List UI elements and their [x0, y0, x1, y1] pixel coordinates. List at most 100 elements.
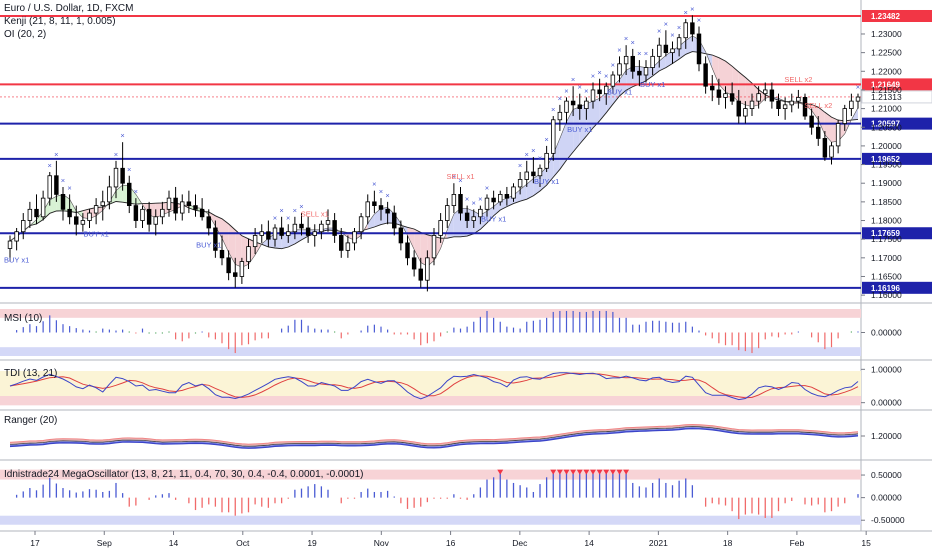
- price-tick-label: 1.21500: [871, 85, 902, 95]
- indicator-cloud-segment: [665, 50, 673, 68]
- indicator-cloud-segment: [493, 200, 501, 216]
- candle-body: [352, 231, 357, 244]
- mega-sell-arrow: [616, 469, 623, 475]
- time-tick-label: 19: [307, 538, 317, 548]
- candle-body: [458, 194, 463, 214]
- candle-body: [54, 175, 59, 195]
- candle-body: [107, 186, 112, 203]
- pane-tick-label: 0.00000: [871, 328, 902, 338]
- mega-sell-arrow: [576, 469, 583, 475]
- overbought-mark: ×: [538, 154, 542, 163]
- candle-body: [564, 100, 569, 113]
- price-tick-label: 1.20000: [871, 141, 902, 151]
- tdi-mid-band: [0, 371, 861, 396]
- candle-body: [729, 93, 735, 102]
- overbought-mark: ×: [279, 206, 283, 215]
- overbought-mark: ×: [591, 71, 595, 80]
- indicator-cloud-segment: [414, 228, 421, 263]
- candle-body: [193, 205, 198, 210]
- overbought-mark: ×: [114, 150, 118, 159]
- grid: [0, 0, 932, 532]
- candle-body: [849, 100, 854, 109]
- indicator-cloud-segment: [553, 138, 560, 178]
- candle-body: [670, 48, 675, 54]
- candle-body: [405, 242, 410, 259]
- time-tick-label: Oct: [236, 538, 250, 548]
- overbought-mark: ×: [293, 206, 297, 215]
- overbought-mark: ×: [134, 187, 138, 196]
- candle-body: [100, 201, 105, 206]
- overbought-mark: ×: [465, 195, 469, 204]
- candle-body: [418, 268, 423, 281]
- overbought-mark: ×: [564, 86, 568, 95]
- candle-body: [199, 208, 205, 218]
- overbought-mark: ×: [611, 60, 615, 69]
- candle-body: [279, 227, 284, 236]
- candle-body: [173, 197, 178, 214]
- indicator-cloud-segment: [467, 208, 474, 237]
- overbought-mark: ×: [531, 146, 535, 155]
- overbought-mark: ×: [67, 183, 71, 192]
- level-tag-label: 1.19652: [871, 155, 900, 164]
- candle-body: [358, 216, 364, 233]
- candle-body: [736, 100, 741, 117]
- price-tick-label: 1.23000: [871, 29, 902, 39]
- time-tick-label: 15: [861, 538, 871, 548]
- candle-body: [710, 85, 715, 91]
- mega-sell-arrow: [583, 469, 590, 475]
- price-tick-label: 1.17500: [871, 234, 902, 244]
- candle-body: [471, 216, 476, 221]
- candle-body: [763, 89, 768, 95]
- candle-body: [305, 227, 311, 236]
- candle-body: [7, 240, 13, 249]
- candle-body: [451, 194, 457, 206]
- overbought-mark: ×: [631, 38, 635, 47]
- indicator-cloud-segment: [513, 189, 521, 204]
- candle-body: [842, 108, 847, 124]
- overbought-mark: ×: [551, 105, 555, 114]
- level-tag: [862, 78, 932, 91]
- candle-body: [21, 220, 26, 233]
- indicator-cloud-segment: [208, 212, 216, 227]
- overbought-mark: ×: [684, 8, 688, 17]
- candle-body: [226, 257, 231, 274]
- candle-body: [14, 231, 19, 242]
- time-tick-label: Feb: [790, 538, 805, 548]
- candle-body: [716, 89, 722, 98]
- buy-signal-label: BUY x1: [481, 214, 506, 223]
- overbought-mark: ×: [120, 131, 124, 140]
- candle-body: [378, 205, 384, 210]
- candle-body: [252, 235, 258, 248]
- candle-body: [339, 235, 344, 251]
- candle-body: [299, 223, 304, 229]
- overbought-mark: ×: [372, 180, 376, 189]
- mega-sell-arrow: [609, 469, 616, 475]
- candle-body: [292, 223, 298, 233]
- candle-body: [557, 111, 563, 121]
- mega-sell-arrow: [603, 469, 610, 475]
- level-tag-label: 1.16196: [871, 284, 900, 293]
- indicator-cloud-segment: [49, 196, 57, 214]
- candle-body: [604, 85, 609, 95]
- candle-body: [186, 201, 192, 206]
- overbought-mark: ×: [518, 161, 522, 170]
- candle-body: [491, 197, 496, 203]
- candle-body: [272, 227, 278, 240]
- level-tag: [862, 9, 932, 22]
- overbought-mark: ×: [458, 176, 462, 185]
- overbought-mark: ×: [604, 71, 608, 80]
- indicator-cloud-segment: [573, 106, 580, 153]
- candle-body: [74, 216, 79, 225]
- candle-body: [551, 119, 556, 154]
- last-price-label: 1.21313: [871, 92, 902, 102]
- level-tag-label: 1.23482: [871, 12, 900, 21]
- candle-body: [696, 33, 702, 65]
- candle-body: [445, 205, 450, 221]
- candle-body: [683, 22, 688, 39]
- candle-body: [743, 108, 748, 117]
- candle-body: [577, 104, 582, 109]
- candle-body: [40, 197, 46, 218]
- candle-body: [623, 55, 629, 65]
- overbought-mark: ×: [657, 27, 661, 36]
- indicator-cloud-segment: [593, 98, 600, 128]
